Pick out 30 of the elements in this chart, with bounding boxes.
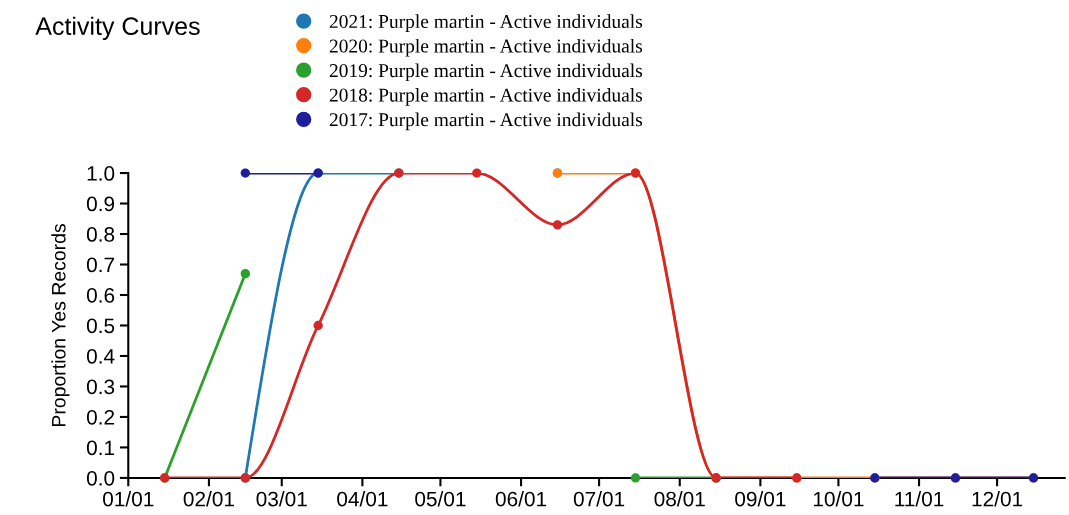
legend-label: 2020: Purple martin - Active individuals bbox=[329, 38, 643, 57]
y-tick-label: 0.5 bbox=[86, 318, 115, 334]
y-tick-label: 0.9 bbox=[86, 196, 115, 212]
y-tick-label: 0.1 bbox=[86, 440, 115, 456]
x-tick-label: 06/01 bbox=[495, 491, 547, 507]
x-tick-label: 11/01 bbox=[895, 491, 944, 507]
x-tick-label: 05/01 bbox=[415, 491, 466, 507]
x-tick-label: 03/01 bbox=[256, 491, 307, 507]
y-tick-label: 0.6 bbox=[86, 287, 115, 303]
x-tick-label: 02/01 bbox=[183, 491, 234, 507]
legend-label: 2017: Purple martin - Active individuals bbox=[329, 112, 643, 131]
x-tick-label: 12/01 bbox=[972, 491, 1023, 507]
x-tick-label: 04/01 bbox=[337, 491, 388, 507]
y-tick-label: 0.4 bbox=[86, 348, 115, 364]
x-tick-label: 01/01 bbox=[103, 491, 154, 507]
y-tick-label: 0.8 bbox=[86, 227, 115, 242]
x-tick-label: 07/01 bbox=[573, 491, 625, 507]
legend-label: 2021: Purple martin - Active individuals bbox=[329, 14, 643, 32]
chart-title: Activity Curves bbox=[35, 16, 200, 40]
x-tick-label: 10/01 bbox=[813, 491, 864, 507]
x-tick-label: 08/01 bbox=[654, 491, 705, 507]
y-axis-title: Proportion Yes Records bbox=[51, 224, 70, 427]
y-tick-label: 0.0 bbox=[86, 470, 115, 486]
y-tick-label: 0.3 bbox=[86, 379, 115, 395]
x-tick-label: 09/01 bbox=[735, 491, 786, 507]
y-tick-label: 1.0 bbox=[87, 166, 115, 181]
legend-label: 2018: Purple martin - Active individuals bbox=[329, 88, 643, 106]
y-tick-label: 0.2 bbox=[86, 409, 115, 425]
legend-label: 2019: Purple martin - Active individuals bbox=[329, 63, 643, 82]
y-tick-label: 0.7 bbox=[86, 257, 115, 273]
